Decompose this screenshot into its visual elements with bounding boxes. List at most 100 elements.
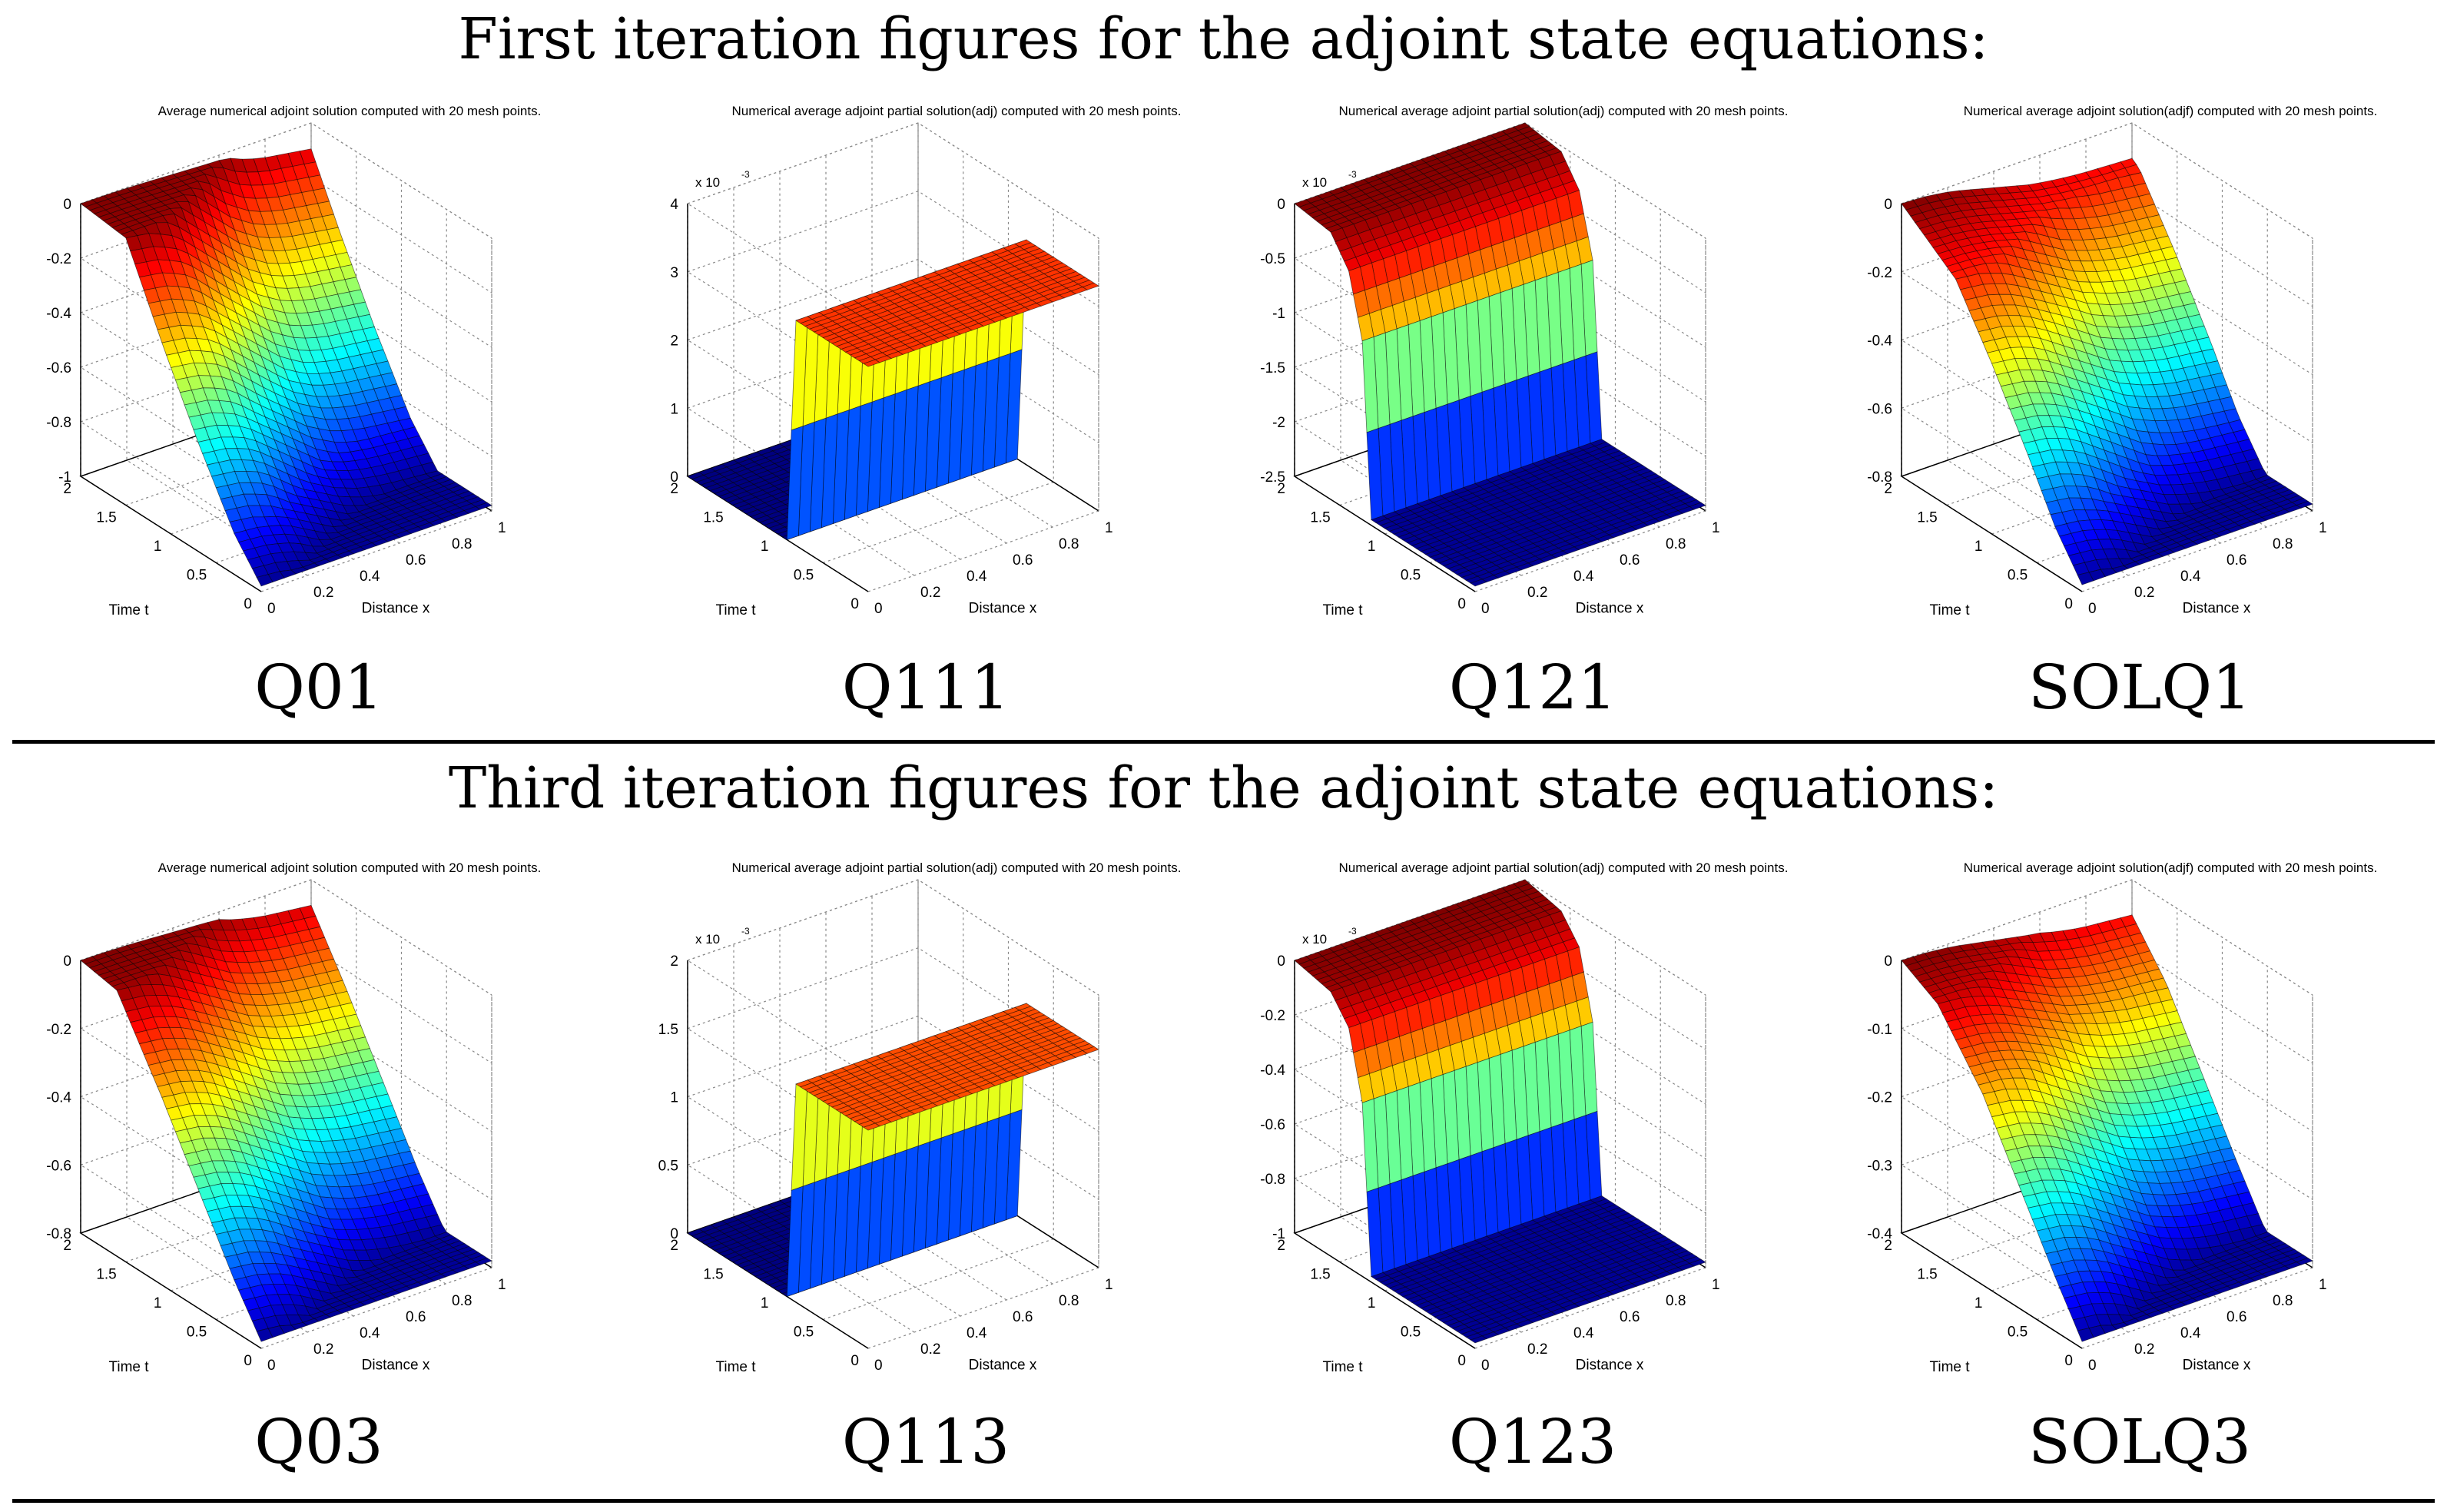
- z-tick-label: -0.8: [46, 415, 71, 431]
- plot-1: Numerical average adjoint partial soluti…: [649, 92, 1202, 676]
- t-tick-label: 1.5: [96, 1267, 116, 1283]
- z-tick-label: -0.8: [46, 1226, 71, 1242]
- t-tick-label: 2: [670, 1238, 678, 1254]
- x-tick-label: 0: [267, 1358, 276, 1374]
- z-tick-label: 0: [63, 197, 71, 213]
- z-tick-label: 0: [1277, 197, 1285, 213]
- t-tick-label: 0.5: [794, 568, 814, 584]
- x-tick-label: 0.2: [313, 1341, 333, 1358]
- surface-patch: [1470, 579, 1487, 587]
- z-tick-label: -1.5: [1260, 360, 1285, 376]
- z-tick-label: 0: [1884, 197, 1892, 213]
- x-tick-label: 0.4: [967, 569, 987, 585]
- x-tick-label: 0.2: [920, 1341, 940, 1358]
- z-tick-label: -0.8: [1867, 469, 1892, 486]
- z-tick-label: 0.5: [658, 1158, 678, 1174]
- t-tick-label: 0: [2064, 596, 2073, 612]
- z-tick-label: 1: [670, 1090, 678, 1106]
- t-axis-label: Time t: [715, 602, 756, 618]
- x-tick-label: 0.6: [406, 1309, 426, 1325]
- surface-plot-svg: Numerical average adjoint partial soluti…: [658, 860, 1182, 1375]
- t-tick-label: 2: [670, 481, 678, 497]
- x-tick-label: 0.4: [967, 1325, 987, 1341]
- z-tick-label: 4: [670, 197, 678, 213]
- surface-plot-svg: Average numerical adjoint solution compu…: [46, 104, 541, 618]
- x-tick-label: 0.2: [313, 585, 333, 601]
- t-tick-label: 0: [244, 1353, 252, 1369]
- x-tick-label: 0.2: [920, 585, 940, 601]
- t-tick-label: 1.5: [1917, 510, 1937, 526]
- surface-patch: [256, 574, 274, 587]
- z-tick-label: -0.5: [1260, 251, 1285, 267]
- x-tick-label: 0.4: [2180, 569, 2201, 585]
- x-tick-label: 0.6: [1013, 1309, 1033, 1325]
- x-tick-label: 0.8: [452, 536, 472, 552]
- x-tick-label: 0.4: [1573, 569, 1594, 585]
- t-tick-label: 2: [63, 1238, 71, 1254]
- z-tick-label: -0.6: [1867, 401, 1892, 417]
- t-tick-label: 1.5: [703, 510, 723, 526]
- t-axis-label: Time t: [1322, 602, 1363, 618]
- x-tick-label: 1: [1105, 520, 1113, 536]
- surface-plot-svg: Numerical average adjoint partial soluti…: [670, 104, 1182, 618]
- plot-0: Average numerical adjoint solution compu…: [42, 92, 595, 676]
- z-tick-label: -0.4: [1867, 333, 1892, 350]
- t-tick-label: 0.5: [1401, 568, 1421, 584]
- t-tick-label: 1: [761, 1295, 769, 1311]
- x-tick-label: 1: [1105, 1277, 1113, 1293]
- plot-title: Numerical average adjoint solution(adjf)…: [1964, 104, 2378, 118]
- t-tick-label: 0.5: [794, 1325, 814, 1341]
- surface-patch: [2077, 572, 2094, 585]
- x-tick-label: 0: [2088, 601, 2097, 617]
- z-tick-label: 1: [670, 401, 678, 417]
- divider-middle: [12, 740, 2435, 744]
- x-tick-label: 0.8: [1059, 536, 1079, 552]
- z-tick-label: 0: [670, 469, 678, 486]
- heading-first-iteration: First iteration figures for the adjoint …: [458, 6, 1989, 72]
- z-tick-label: 0: [63, 953, 71, 970]
- plot-4: Average numerical adjoint solution compu…: [42, 849, 595, 1433]
- z-tick-label: -0.2: [46, 251, 71, 267]
- t-tick-label: 0: [1457, 596, 1466, 612]
- plot-title: Numerical average adjoint partial soluti…: [732, 104, 1182, 118]
- z-tick-label: -2.5: [1260, 469, 1285, 486]
- surface-patch: [256, 1328, 274, 1342]
- x-tick-label: 0: [874, 601, 883, 617]
- x-tick-label: 0.4: [360, 569, 380, 585]
- x-axis-label: Distance x: [2183, 601, 2251, 617]
- t-tick-label: 1: [154, 539, 162, 555]
- t-axis-label: Time t: [108, 602, 149, 618]
- x-tick-label: 0.8: [1059, 1293, 1079, 1309]
- x-tick-label: 0.8: [1666, 536, 1686, 552]
- x-tick-label: 0.8: [2273, 536, 2293, 552]
- x-tick-label: 0: [874, 1358, 883, 1374]
- x-tick-label: 0: [1481, 601, 1490, 617]
- x-tick-label: 0.4: [360, 1325, 380, 1341]
- z-scale-label: x 10: [695, 932, 720, 947]
- t-axis-label: Time t: [715, 1359, 756, 1375]
- heading-third-iteration: Third iteration figures for the adjoint …: [448, 755, 1999, 821]
- x-tick-label: 1: [498, 1277, 506, 1293]
- t-tick-label: 0.5: [2008, 568, 2028, 584]
- x-axis-label: Distance x: [362, 601, 430, 617]
- z-tick-label: -0.4: [46, 1090, 71, 1106]
- z-scale-label: x 10: [695, 175, 720, 190]
- z-scale-exponent: -3: [1348, 169, 1357, 180]
- t-tick-label: 1: [154, 1295, 162, 1311]
- x-axis-label: Distance x: [1576, 601, 1644, 617]
- t-tick-label: 2: [1884, 481, 1892, 497]
- x-tick-label: 0.6: [1013, 552, 1033, 569]
- t-tick-label: 0: [244, 596, 252, 612]
- z-tick-label: 3: [670, 265, 678, 281]
- t-axis-label: Time t: [108, 1359, 149, 1375]
- x-tick-label: 0.6: [406, 552, 426, 569]
- z-scale-exponent: -3: [741, 926, 750, 937]
- surface-plot-svg: Average numerical adjoint solution compu…: [46, 860, 542, 1375]
- z-tick-label: -2: [1272, 415, 1285, 431]
- t-axis-label: Time t: [1929, 602, 1970, 618]
- x-tick-label: 0.2: [1527, 585, 1547, 601]
- plot-title: Average numerical adjoint solution compu…: [158, 860, 542, 875]
- x-tick-label: 0.6: [1620, 552, 1640, 569]
- plot-title: Numerical average adjoint partial soluti…: [1339, 860, 1789, 875]
- t-tick-label: 1: [761, 539, 769, 555]
